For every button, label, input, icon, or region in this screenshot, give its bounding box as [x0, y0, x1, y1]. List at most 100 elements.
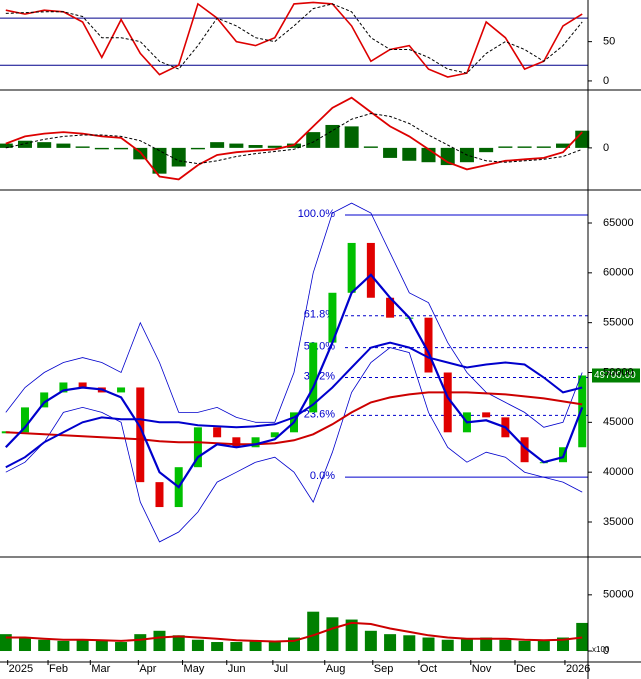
volume-bar: [422, 637, 435, 652]
histogram-bar: [383, 147, 398, 158]
candle: [78, 382, 87, 388]
candle: [20, 407, 29, 433]
x-tick-label: Mar: [91, 663, 110, 675]
histogram-bar: [479, 147, 494, 153]
histogram-bar: [248, 145, 263, 148]
volume-bar: [403, 635, 416, 652]
histogram-bar: [94, 147, 109, 150]
candle: [443, 372, 452, 433]
volume-bar: [0, 634, 12, 652]
histogram-bar: [363, 146, 378, 148]
histogram-bar: [306, 132, 321, 148]
volume-bar: [115, 642, 128, 652]
indicator-line: [5, 273, 584, 489]
x-tick-label: Nov: [472, 663, 492, 675]
volume-bar: [191, 639, 204, 652]
indicator-line: [5, 391, 583, 446]
volume-bar: [249, 640, 262, 652]
volume-bar: [557, 637, 570, 652]
volume-bar: [95, 640, 108, 652]
volume-bar: [326, 617, 339, 652]
candle: [309, 342, 318, 413]
histogram-bar: [344, 126, 359, 148]
candle: [386, 297, 395, 318]
unit-label: x100: [592, 645, 610, 654]
y-tick-label: 50000: [603, 589, 634, 601]
histogram-bar: [210, 142, 225, 148]
x-tick-label: Apr: [139, 663, 156, 675]
candle: [1, 431, 10, 434]
candle: [270, 432, 279, 438]
histogram-bar: [267, 145, 282, 148]
x-tick-label: Feb: [49, 663, 68, 675]
volume-bar: [576, 622, 589, 652]
candle: [578, 375, 587, 448]
x-tick-label: Jun: [228, 663, 246, 675]
volume-bar: [499, 639, 512, 652]
fib-label: 100.0%: [298, 208, 336, 220]
candle: [424, 317, 433, 373]
fib-label: 0.0%: [310, 470, 335, 482]
volume-bar: [307, 611, 320, 652]
volume-bar: [268, 640, 281, 652]
stoch-line: [5, 3, 583, 74]
y-tick-label: 60000: [603, 267, 634, 279]
stoch-line: [5, 1, 583, 78]
price-tag: [592, 368, 640, 383]
candle: [232, 437, 241, 448]
price-tag-label: 49700.00: [594, 370, 636, 381]
histogram-bar: [498, 146, 513, 148]
volume-bar: [57, 640, 70, 652]
histogram-bar: [517, 146, 532, 148]
histogram-bar: [229, 143, 244, 148]
histogram-bar: [0, 143, 13, 148]
candle: [482, 412, 491, 418]
x-tick-label: 2025: [9, 663, 33, 675]
volume-bar: [18, 637, 31, 652]
candle: [193, 427, 202, 468]
histogram-bar: [114, 147, 129, 150]
x-tick-label: Sep: [374, 663, 394, 675]
volume-bar: [460, 638, 473, 652]
histogram-bar: [171, 147, 186, 167]
candle: [213, 427, 222, 438]
volume-bar: [38, 639, 51, 652]
histogram-bar: [75, 146, 90, 148]
volume-bar: [134, 634, 147, 652]
candle: [59, 382, 68, 393]
y-tick-label: 35000: [603, 516, 634, 528]
macd-line: [5, 96, 583, 181]
y-tick-label: 50: [603, 36, 615, 48]
x-tick-label: Oct: [420, 663, 437, 675]
volume-bar: [76, 639, 89, 652]
histogram-bar: [536, 146, 551, 148]
volume-bar: [537, 639, 550, 652]
candle: [136, 387, 145, 483]
indicator-line: [5, 347, 583, 543]
y-tick-label: 45000: [603, 416, 634, 428]
candle: [40, 392, 49, 408]
candle: [366, 242, 375, 298]
candle: [347, 242, 356, 293]
volume-bar: [364, 630, 377, 652]
x-tick-label: Jul: [274, 663, 288, 675]
volume-bar: [345, 619, 358, 652]
macd-line: [5, 112, 583, 165]
y-tick-label: 50000: [603, 366, 634, 378]
fib-label: 61.8%: [304, 309, 335, 321]
y-tick-label: 40000: [603, 466, 634, 478]
histogram-bar: [402, 147, 417, 161]
histogram-bar: [190, 147, 205, 150]
fib-label: 23.6%: [304, 408, 335, 420]
volume-bar: [480, 637, 493, 652]
histogram-bar: [325, 124, 340, 148]
x-tick-label: Dec: [516, 663, 536, 675]
x-tick-label: May: [184, 663, 205, 675]
volume-bar: [211, 642, 224, 652]
x-tick-label: Aug: [326, 663, 346, 675]
candle: [328, 292, 337, 343]
y-tick-label: 0: [603, 75, 609, 87]
candle: [117, 387, 126, 393]
